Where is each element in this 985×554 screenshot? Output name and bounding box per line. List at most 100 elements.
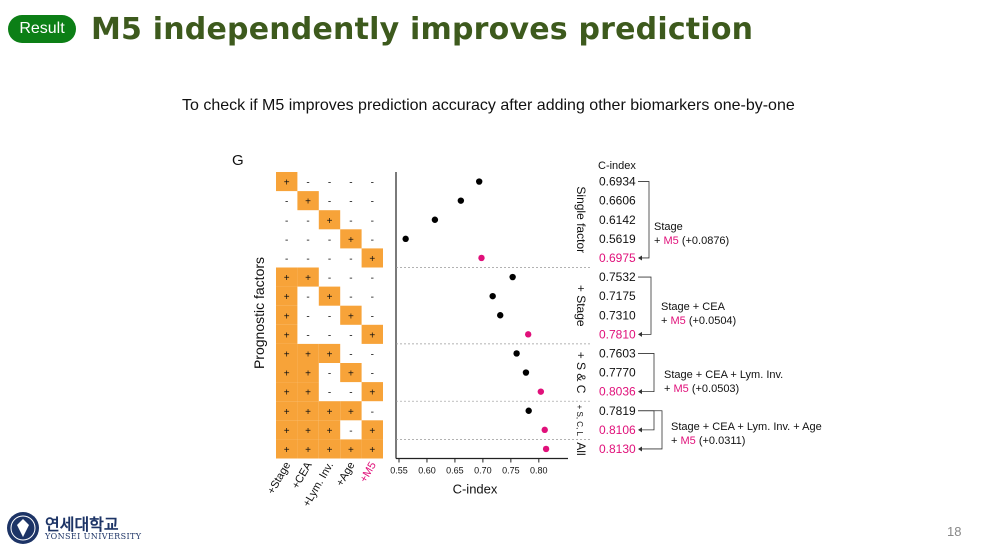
factor-cell-filled [340,229,362,249]
cindex-value: 0.8106 [599,423,636,437]
factor-cell-mark: + [369,330,375,341]
factor-cell-filled [276,343,298,363]
cindex-value: 0.6606 [599,194,636,208]
factor-grid: + - - - - - + - - - - - + - - - - - + - - - - - + + + - - - + - + - - + - - + -… [265,172,383,509]
factor-cell-mark: + [305,369,311,380]
factor-cell-filled [276,286,298,306]
university-name-english: YONSEI UNIVERSITY [45,532,142,541]
cindex-value: 0.6142 [599,213,636,227]
factor-cell-mark: + [305,349,311,360]
factor-cell-mark: - [306,235,309,246]
factor-cell-mark: - [306,292,309,303]
annotation-label: Stage [654,221,683,233]
factor-cell-mark: + [305,197,311,208]
factor-cell-filled [340,401,362,421]
page-number: 18 [947,524,962,539]
factor-cell-mark: - [371,197,374,208]
factor-cell-filled [361,324,383,344]
annotation-delta: + M5 (+0.0876) [654,235,729,247]
factor-cell-filled [276,363,298,383]
annotation-m5: M5 [680,435,695,447]
group-label: + Stage [574,285,588,327]
cindex-point-m5 [542,445,550,453]
factor-cell-mark: - [349,178,352,189]
bracket-arrow [638,427,642,433]
bracket-arrow [638,331,642,337]
factor-cell-mark: + [369,254,375,265]
factor-cell-mark: - [306,254,309,265]
factor-cell-filled [297,343,319,363]
factor-cell-mark: + [369,445,375,456]
group-label: + S, C, L [575,405,584,437]
factor-column-label: +Stage [265,460,293,496]
cindex-value: 0.7175 [599,289,636,303]
annotation-delta: + M5 (+0.0311) [671,435,745,447]
cindex-value: 0.8130 [599,442,636,456]
factor-cell-mark: + [305,445,311,456]
factor-cell-filled [276,324,298,344]
factor-cell-filled [318,210,341,230]
cindex-point-m5 [541,426,548,434]
factor-cell-mark: + [284,178,290,189]
factor-cell-filled [297,439,319,459]
factor-cell-mark: + [327,445,333,456]
factor-cell-mark: + [284,273,290,284]
cindex-point-m5 [537,388,545,395]
cindex-point [497,312,504,319]
factor-cell-filled [318,286,341,306]
factor-column-label: +M5 [358,460,379,485]
cindex-point [431,216,439,223]
factor-column-label: +Age [334,460,357,489]
factor-cell-mark: - [306,330,309,341]
x-tick-label: 0.80 [530,466,548,476]
improvement-annotations: Stage + M5 (+0.0876) Stage + CEA + M5 (+0.0… [638,181,822,452]
factor-cell-mark: - [349,426,352,437]
factor-cell-mark: + [284,426,290,437]
factor-cell-mark: + [327,426,333,437]
cindex-point [457,197,465,204]
group-label: All [574,442,588,455]
annotation-gain: (+0.0311) [696,435,746,447]
factor-cell-mark: + [348,407,354,418]
factor-cell-filled [276,439,298,459]
factor-cell-mark: - [371,235,374,246]
annotation-plus: + [671,435,680,447]
factor-cell-mark: - [349,254,352,265]
factor-cell-mark: + [305,407,311,418]
factor-cell-mark: + [348,369,354,380]
cindex-point [513,350,520,357]
cindex-point [522,369,530,376]
annotation-delta: + M5 (+0.0503) [664,383,739,395]
cindex-value: 0.7310 [599,308,636,322]
x-axis-title: C-index [453,482,498,497]
panel-label: G [232,152,244,169]
factor-cell-mark: + [284,388,290,399]
factor-cell-filled [297,420,319,440]
factor-cell-mark: - [328,311,331,322]
factor-cell-filled [297,191,319,211]
annotation-m5: M5 [663,235,678,247]
factor-cell-mark: - [371,349,374,360]
factor-cell-mark: + [284,407,290,418]
slide-title: M5 independently improves prediction [91,12,754,47]
factor-cell-mark: - [349,349,352,360]
cindex-point [509,273,516,281]
factor-cell-mark: + [348,445,354,456]
factor-cell-mark: - [349,216,352,227]
cindex-point [475,178,483,185]
cindex-value: 0.6975 [599,251,636,265]
result-badge: Result [8,15,76,43]
factor-cell-mark: + [327,349,333,360]
factor-cell-mark: - [371,178,374,189]
annotation-m5: M5 [673,383,688,395]
annotation-gain: (+0.0876) [679,235,729,247]
factor-cell-mark: - [371,369,374,380]
factor-cell-filled [340,439,362,459]
factor-cell-mark: + [284,445,290,456]
factor-cell-mark: + [284,311,290,322]
factor-cell-mark: - [371,273,374,284]
factor-cell-filled [361,420,383,440]
factor-cell-filled [318,401,341,421]
factor-cell-filled [318,439,341,459]
factor-cell-mark: - [349,197,352,208]
